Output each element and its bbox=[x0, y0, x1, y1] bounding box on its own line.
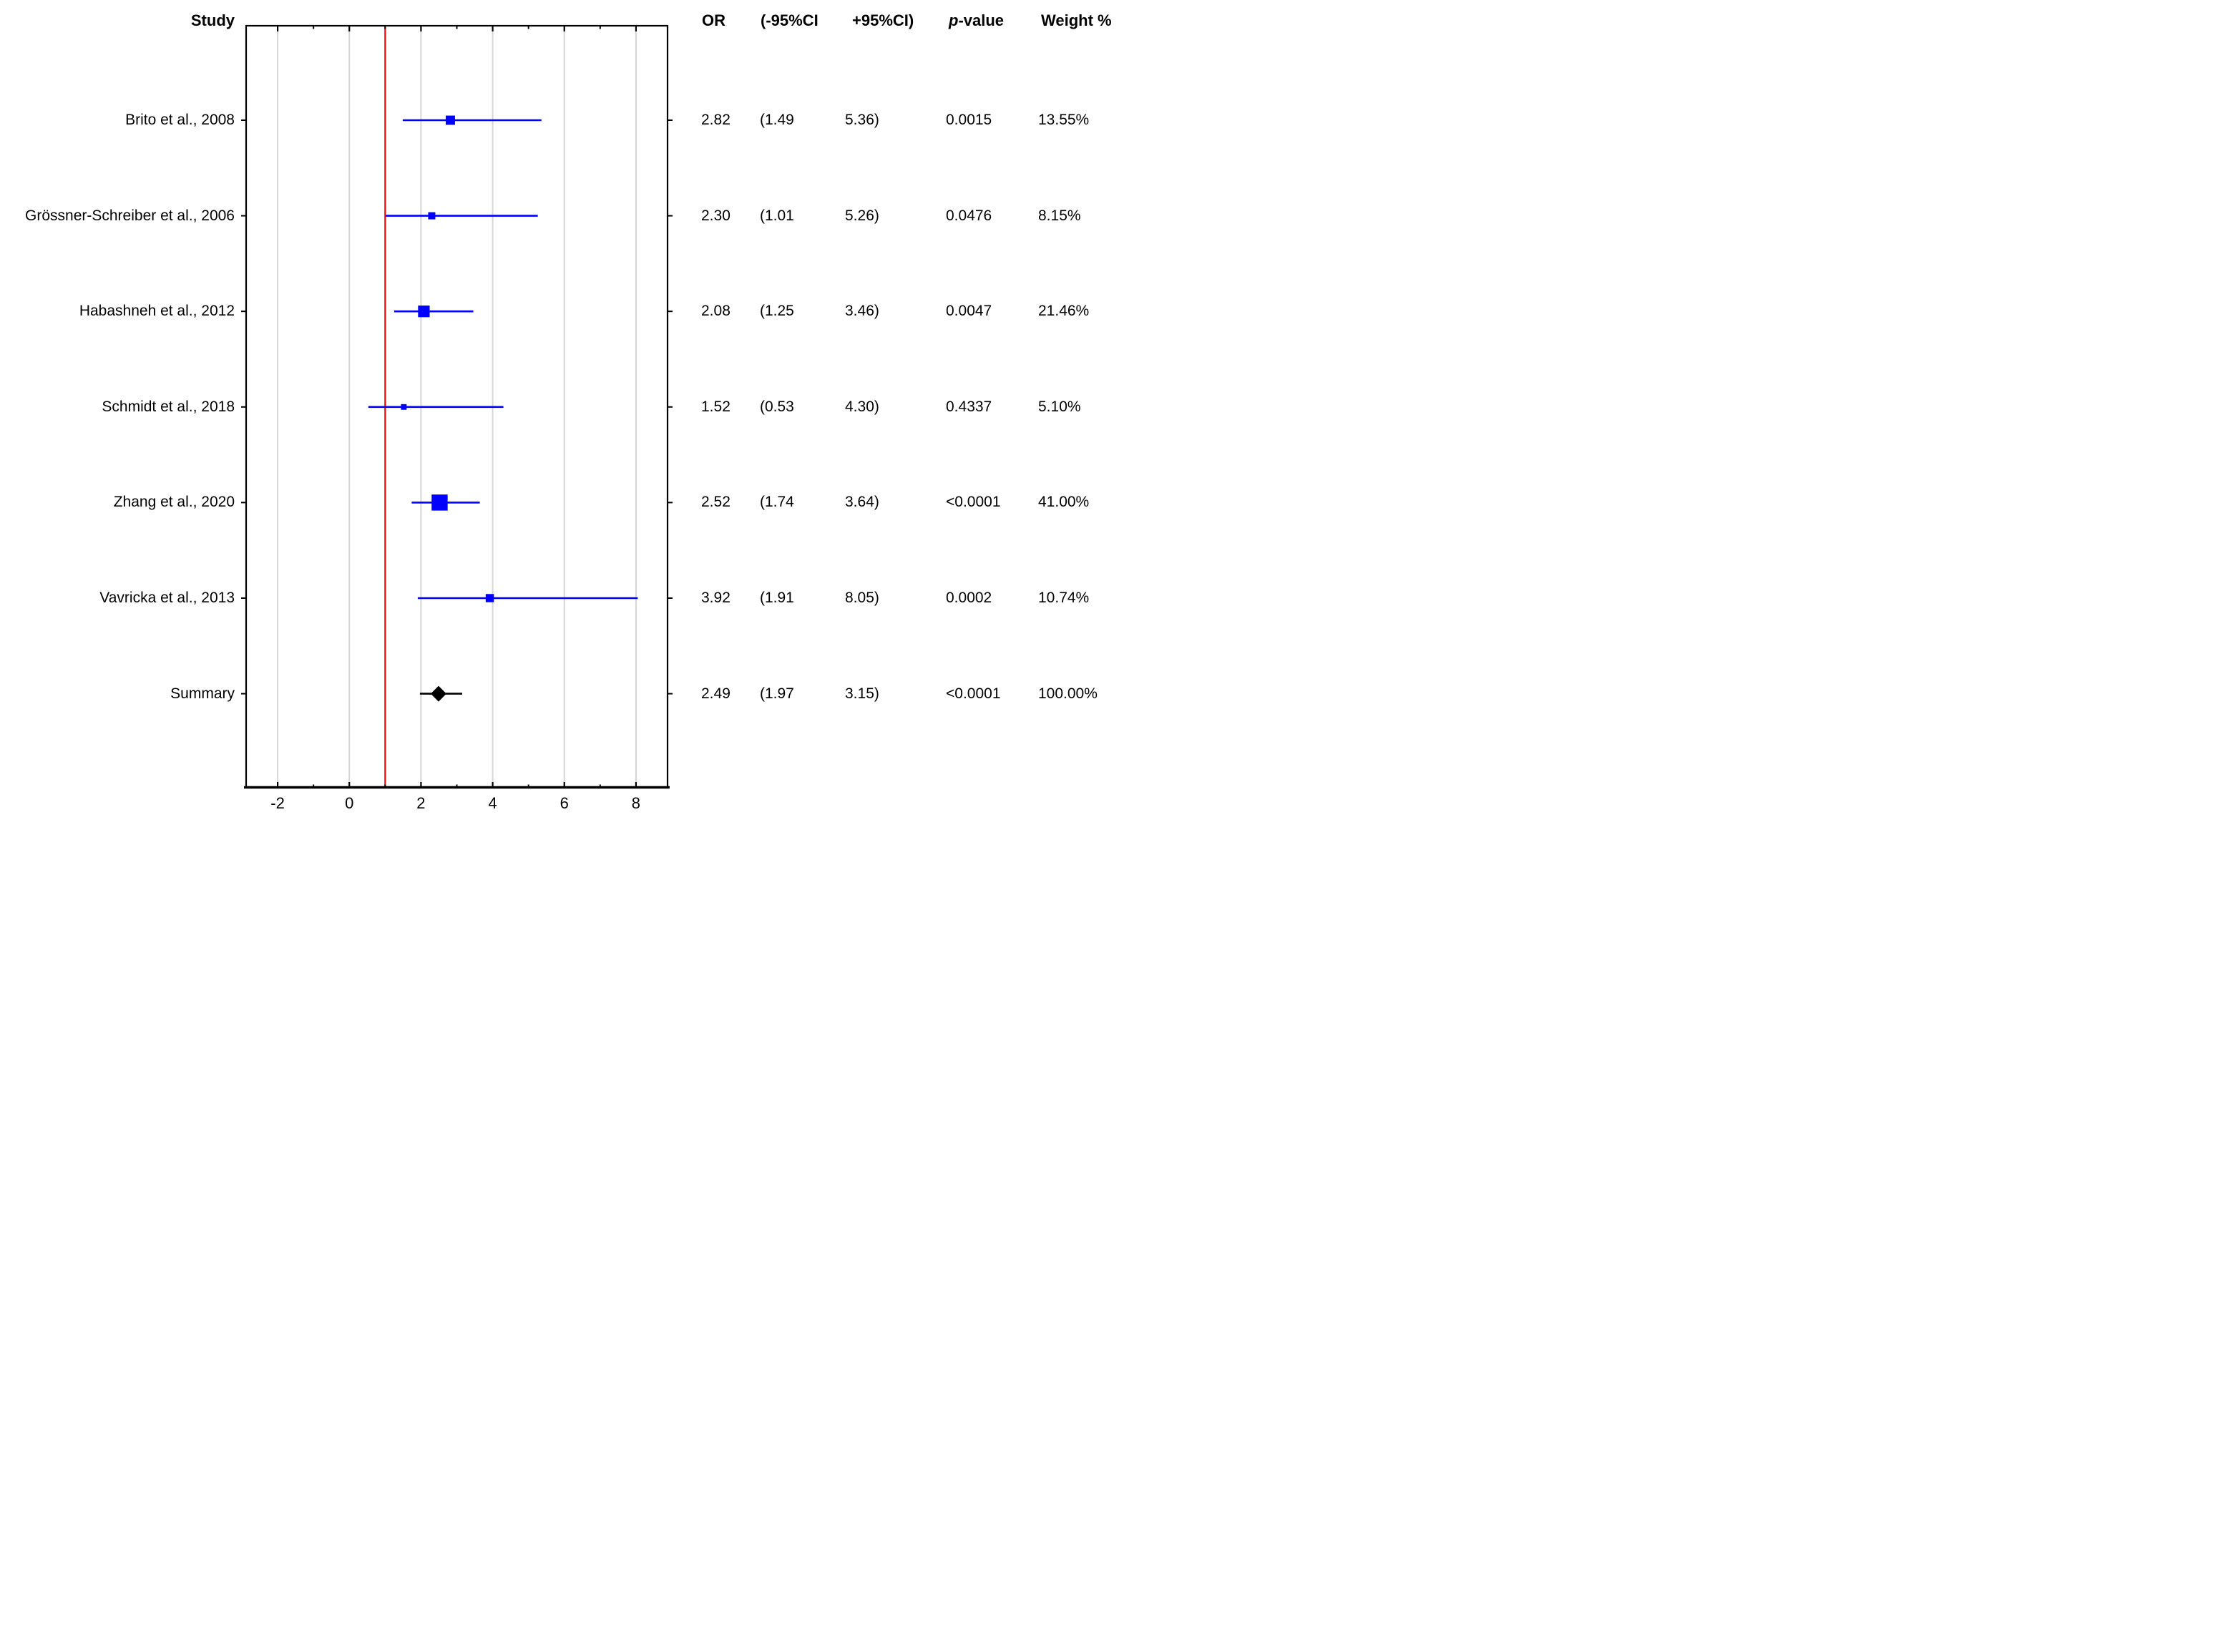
p-value: 0.0047 bbox=[946, 303, 992, 320]
forest-plot: Study OR (-95%CI +95%CI) p-value Weight … bbox=[0, 0, 1119, 826]
x-tick-label: -2 bbox=[270, 794, 285, 812]
p-value: 0.4337 bbox=[946, 398, 992, 415]
p-value-column-header: p-value bbox=[949, 11, 1004, 30]
study-label: Brito et al., 2008 bbox=[125, 112, 235, 128]
or-value: 2.52 bbox=[701, 494, 730, 511]
study-label: Zhang et al., 2020 bbox=[113, 494, 235, 511]
ci-low-value: (1.91 bbox=[760, 590, 794, 606]
study-label: Schmidt et al., 2018 bbox=[102, 398, 235, 415]
weight-value: 10.74% bbox=[1038, 590, 1090, 606]
study-label: Habashneh et al., 2012 bbox=[79, 303, 235, 320]
ci-high-column-header: +95%CI) bbox=[852, 11, 914, 29]
or-value: 2.49 bbox=[701, 685, 730, 702]
ci-low-value: (1.97 bbox=[760, 685, 794, 702]
summary-diamond-marker bbox=[430, 685, 446, 702]
study-column-header: Study bbox=[190, 11, 235, 29]
study-label: Summary bbox=[170, 685, 235, 702]
weight-value: 41.00% bbox=[1038, 494, 1090, 511]
or-value: 1.52 bbox=[701, 398, 730, 415]
ci-high-value: 8.05) bbox=[845, 590, 879, 606]
or-value: 2.08 bbox=[701, 303, 730, 320]
p-value: 0.0015 bbox=[946, 112, 992, 128]
or-column-header: OR bbox=[702, 11, 725, 29]
p-value: 0.0002 bbox=[946, 590, 992, 606]
p-value: 0.0476 bbox=[946, 207, 992, 224]
or-value: 2.30 bbox=[701, 207, 730, 224]
x-tick-label: 4 bbox=[488, 794, 497, 812]
weight-value: 100.00% bbox=[1038, 685, 1098, 702]
study-label: Vavricka et al., 2013 bbox=[99, 590, 235, 606]
or-value: 2.82 bbox=[701, 112, 730, 128]
p-value-header-rest: -value bbox=[958, 11, 1005, 29]
weight-value: 13.55% bbox=[1038, 112, 1090, 128]
ci-low-value: (1.25 bbox=[760, 303, 794, 320]
study-square-marker bbox=[485, 594, 494, 602]
ci-high-value: 5.26) bbox=[845, 207, 879, 224]
or-value: 3.92 bbox=[701, 590, 730, 606]
x-tick-label: 0 bbox=[345, 794, 354, 812]
study-square-marker bbox=[446, 115, 455, 125]
ci-low-column-header: (-95%CI bbox=[761, 11, 819, 29]
p-value: <0.0001 bbox=[946, 494, 1001, 511]
ci-high-value: 3.15) bbox=[845, 685, 879, 702]
p-value: <0.0001 bbox=[946, 685, 1001, 702]
weight-column-header: Weight % bbox=[1041, 11, 1112, 29]
ci-low-value: (1.74 bbox=[760, 494, 794, 511]
study-square-marker bbox=[418, 306, 430, 318]
x-tick-label: 8 bbox=[631, 794, 641, 812]
ci-low-value: (1.49 bbox=[760, 112, 794, 128]
ci-high-value: 3.64) bbox=[845, 494, 879, 511]
ci-high-value: 4.30) bbox=[845, 398, 879, 415]
ci-low-value: (1.01 bbox=[760, 207, 794, 224]
study-square-marker bbox=[428, 212, 436, 220]
ci-high-value: 3.46) bbox=[845, 303, 879, 320]
weight-value: 8.15% bbox=[1038, 207, 1081, 224]
study-square-marker bbox=[401, 404, 407, 410]
ci-high-value: 5.36) bbox=[845, 112, 879, 128]
x-tick-label: 6 bbox=[560, 794, 569, 812]
forest-plot-chart bbox=[241, 24, 673, 789]
weight-value: 5.10% bbox=[1038, 398, 1081, 415]
x-tick-label: 2 bbox=[416, 794, 426, 812]
study-label: Grössner-Schreiber et al., 2006 bbox=[25, 207, 235, 224]
p-value-header-italic-p: p bbox=[949, 11, 959, 29]
study-square-marker bbox=[431, 494, 448, 511]
ci-low-value: (0.53 bbox=[760, 398, 794, 415]
weight-value: 21.46% bbox=[1038, 303, 1090, 320]
